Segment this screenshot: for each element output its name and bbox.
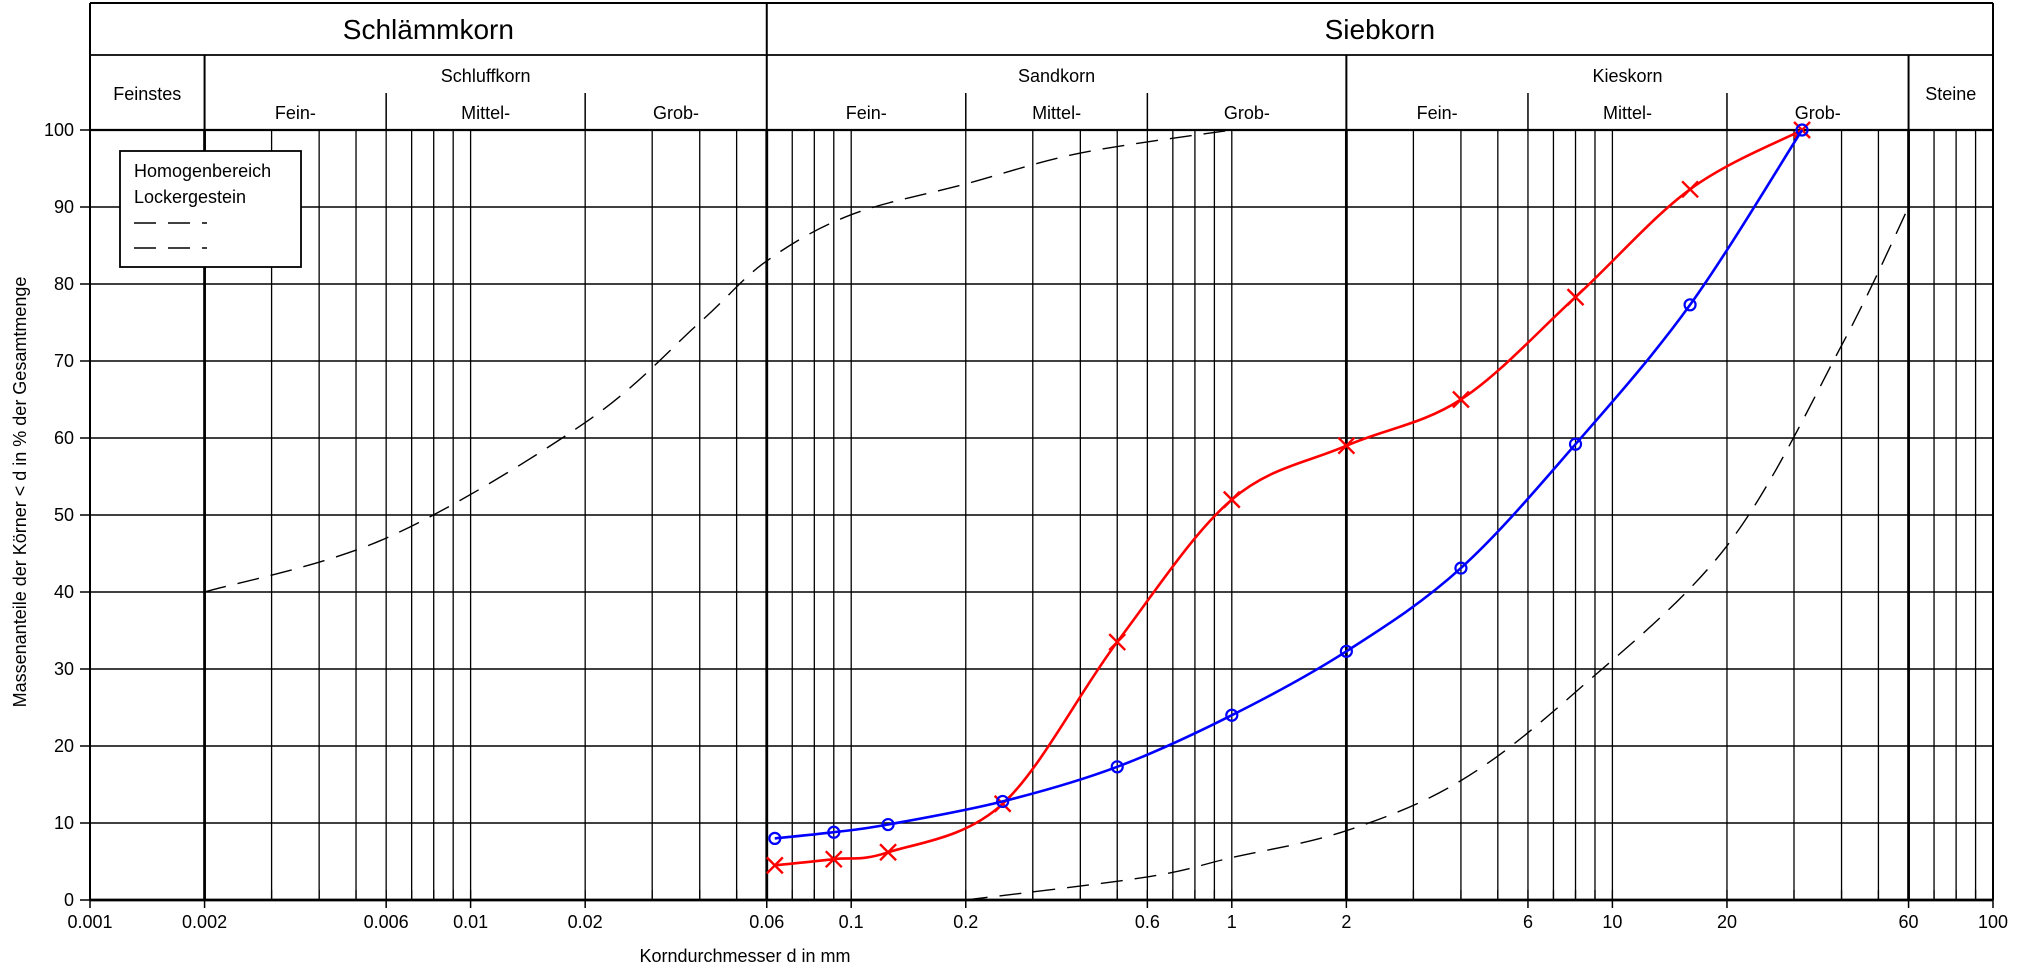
fraction-label: Sandkorn [1018,66,1095,86]
group-label: Schlämmkorn [343,14,514,45]
marker-stroke [1566,288,1585,306]
x-tick-label: 0.2 [953,912,978,932]
x-tick-label: 6 [1523,912,1533,932]
data-point-o [827,825,841,839]
x-tick-label: 1 [1227,912,1237,932]
fraction-label: Steine [1925,84,1976,104]
y-tick-label: 90 [54,197,74,217]
data-point-x [1566,288,1585,306]
chart-legend: Homogenbereich Lockergestein [119,150,302,268]
marker-stroke [1108,633,1127,651]
chart-axes: 0 10 20 30 40 50 60 70 80 90 100 0.001 0.002 0.006 0.0… [44,120,2008,932]
subfraction-label: Fein- [1417,103,1458,123]
subfraction-label: Grob- [653,103,699,123]
x-tick-label: 0.001 [67,912,112,932]
y-tick-label: 30 [54,659,74,679]
data-point-x [824,850,843,869]
data-point-o [768,831,782,846]
data-point-x [879,843,897,862]
legend-text: Homogenbereich [134,161,271,181]
data-point-x [1108,633,1127,651]
series-line-1 [774,128,1803,867]
x-tick-label: 100 [1978,912,2008,932]
x-axis-label: Korndurchmesser d in mm [639,946,850,966]
chart-grid [90,128,1993,900]
subfraction-label: Mittel- [1603,103,1652,123]
data-point-o [1339,644,1353,658]
series-line-2 [774,129,1804,840]
data-point-o [1110,760,1124,774]
series-line-4 [965,206,1910,901]
x-tick-label: 0.6 [1135,912,1160,932]
marker-stroke [1222,490,1241,509]
marker-stroke [824,850,843,869]
y-tick-label: 20 [54,736,74,756]
y-tick-label: 70 [54,351,74,371]
subfraction-label: Grob- [1224,103,1270,123]
classification-header: Schlämmkorn Siebkorn Feinstes Schluffkorn Sa… [89,2,1994,900]
marker-stroke [879,843,897,862]
x-tick-label: 0.01 [453,912,488,932]
data-point-x [1337,436,1356,455]
x-tick-label: 0.006 [364,912,409,932]
subfraction-label: Fein- [846,103,887,123]
data-point-o [1568,437,1583,451]
y-tick-label: 60 [54,428,74,448]
data-point-x [1681,180,1699,199]
y-tick-label: 50 [54,505,74,525]
group-label: Siebkorn [1325,14,1436,45]
y-tick-label: 0 [64,890,74,910]
data-point-o [996,794,1010,809]
marker-stroke [1452,390,1470,409]
legend-text: Lockergestein [134,187,246,207]
data-point-o [1795,123,1809,137]
subfraction-label: Fein- [275,103,316,123]
marker-stroke [765,856,784,875]
data-point-x [1222,490,1241,509]
x-tick-label: 60 [1899,912,1919,932]
data-point-o [1225,708,1239,722]
x-tick-label: 10 [1602,912,1622,932]
y-axis-label: Massenanteile der Körner < d in % der Ge… [10,277,30,708]
x-tick-label: 0.002 [182,912,227,932]
data-point-o [1454,561,1468,575]
fraction-label: Kieskorn [1592,66,1662,86]
y-tick-label: 10 [54,813,74,833]
x-tick-label: 2 [1341,912,1351,932]
y-tick-label: 80 [54,274,74,294]
fraction-label: Schluffkorn [441,66,531,86]
marker-stroke [1681,180,1699,199]
data-point-o [1683,298,1697,312]
series-line-3 [204,129,1232,593]
marker-stroke [1337,436,1356,455]
subfraction-label: Mittel- [461,103,510,123]
y-tick-label: 40 [54,582,74,602]
x-tick-label: 0.1 [839,912,864,932]
chart-series [204,121,1910,901]
data-point-x [765,856,784,875]
data-point-o [881,817,895,832]
x-tick-label: 0.06 [749,912,784,932]
x-tick-label: 0.02 [568,912,603,932]
y-tick-label: 100 [44,120,74,140]
data-point-x [1452,390,1470,409]
subfraction-label: Grob- [1795,103,1841,123]
fraction-label: Feinstes [113,84,181,104]
x-tick-label: 20 [1717,912,1737,932]
subfraction-label: Mittel- [1032,103,1081,123]
